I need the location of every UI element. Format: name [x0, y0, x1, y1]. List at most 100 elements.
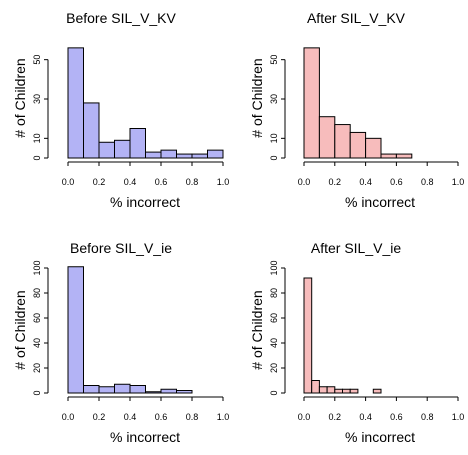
histogram-bar — [334, 124, 351, 159]
histogram-bar — [365, 137, 382, 159]
panel-after-sil-v-kv: After SIL_V_KV # of Children % incorrect… — [249, 10, 464, 210]
y-tick-label: 30 — [32, 94, 42, 104]
y-tick-label: 100 — [32, 260, 42, 275]
x-tick-label: 1.0 — [452, 412, 465, 422]
panel-before-sil-v-kv: Before SIL_V_KV # of Children % incorrec… — [12, 10, 229, 210]
bars — [303, 277, 382, 394]
x-tick-label: 1.0 — [217, 177, 230, 187]
x-axis: 0.0 0.2 0.4 0.6 0.8 1.0 — [298, 161, 465, 187]
histogram-bar — [83, 385, 100, 394]
y-axis-label: # of Children — [12, 290, 28, 369]
y-axis: 0 20 40 60 80 100 — [269, 260, 286, 396]
x-tick-label: 0.2 — [329, 412, 342, 422]
histogram-bar — [191, 153, 208, 159]
y-axis-label: # of Children — [249, 58, 265, 137]
y-tick-label: 20 — [32, 363, 42, 373]
y-tick-label: 40 — [269, 338, 279, 348]
histogram-bar — [326, 386, 336, 394]
histogram-bar — [114, 139, 131, 159]
y-tick-label: 20 — [269, 363, 279, 373]
x-tick-label: 0.0 — [62, 412, 75, 422]
x-tick-label: 0.6 — [390, 412, 403, 422]
histogram-bar — [207, 149, 224, 159]
y-tick-label: 80 — [269, 288, 279, 298]
x-tick-label: 0.6 — [155, 177, 168, 187]
x-tick-label: 0.8 — [186, 177, 199, 187]
histogram-bar — [98, 141, 115, 159]
histogram-bar — [395, 153, 413, 159]
x-tick-label: 0.6 — [155, 412, 168, 422]
chart-title: After SIL_V_ie — [311, 240, 401, 256]
y-tick-label: 50 — [269, 55, 279, 65]
y-tick-label: 10 — [269, 133, 279, 143]
x-tick-label: 0.6 — [390, 177, 403, 187]
histogram-bar — [129, 385, 146, 394]
y-tick-label: 0 — [32, 155, 42, 160]
histogram-bar — [98, 386, 115, 394]
x-tick-label: 1.0 — [452, 177, 465, 187]
histogram-bar — [145, 391, 162, 394]
histogram-bar — [318, 116, 336, 159]
y-axis: 0 10 30 50 — [32, 55, 49, 161]
x-tick-label: 0.8 — [421, 177, 434, 187]
x-tick-label: 1.0 — [217, 412, 230, 422]
y-tick-label: 0 — [32, 390, 42, 395]
x-axis: 0.0 0.2 0.4 0.6 0.8 1.0 — [62, 161, 230, 187]
x-tick-label: 0.4 — [124, 412, 137, 422]
histogram-bar — [334, 388, 343, 394]
histogram-bar — [349, 388, 359, 394]
x-tick-label: 0.0 — [62, 177, 75, 187]
y-tick-label: 0 — [269, 155, 279, 160]
histogram-bar — [380, 153, 397, 159]
y-tick-label: 50 — [32, 55, 42, 65]
y-tick-label: 60 — [269, 313, 279, 323]
histogram-bar — [318, 386, 328, 394]
histogram-bar — [145, 151, 162, 159]
y-axis: 0 20 40 60 80 100 — [32, 260, 49, 396]
histogram-bar — [342, 388, 351, 394]
histogram-bar — [129, 128, 146, 159]
y-tick-label: 0 — [269, 390, 279, 395]
histogram-bar — [311, 380, 320, 394]
x-tick-label: 0.2 — [93, 177, 106, 187]
y-tick-label: 80 — [32, 288, 42, 298]
y-tick-label: 30 — [269, 94, 279, 104]
x-tick-label: 0.0 — [298, 177, 311, 187]
histogram-bar — [349, 131, 367, 159]
x-tick-label: 0.4 — [124, 177, 137, 187]
chart-title: After SIL_V_KV — [307, 10, 406, 26]
histogram-bar — [160, 149, 177, 159]
x-axis-label: % incorrect — [110, 429, 180, 445]
x-tick-label: 0.0 — [298, 412, 311, 422]
chart-title: Before SIL_V_KV — [66, 10, 176, 26]
histogram-bar — [176, 153, 193, 159]
histogram-bar — [67, 47, 84, 159]
chart-title: Before SIL_V_ie — [70, 240, 172, 256]
x-axis-label: % incorrect — [345, 194, 415, 210]
y-tick-label: 40 — [32, 338, 42, 348]
y-tick-label: 60 — [32, 313, 42, 323]
histogram-bar — [372, 388, 382, 394]
x-tick-label: 0.4 — [359, 177, 372, 187]
bars — [303, 47, 413, 159]
bars — [67, 266, 193, 394]
x-axis: 0.0 0.2 0.4 0.6 0.8 1.0 — [298, 396, 465, 422]
bars — [67, 47, 224, 159]
histogram-bar — [67, 266, 84, 394]
x-tick-label: 0.4 — [359, 412, 372, 422]
x-axis: 0.0 0.2 0.4 0.6 0.8 1.0 — [62, 396, 230, 422]
y-axis-label: # of Children — [12, 58, 28, 137]
panel-after-sil-v-ie: After SIL_V_ie # of Children % incorrect… — [249, 240, 464, 445]
panel-before-sil-v-ie: Before SIL_V_ie # of Children % incorrec… — [12, 240, 229, 445]
x-tick-label: 0.2 — [93, 412, 106, 422]
histogram-bar — [176, 390, 193, 394]
y-tick-label: 10 — [32, 133, 42, 143]
histogram-bar — [303, 277, 313, 394]
histogram-bar — [114, 383, 131, 394]
histogram-bar — [303, 47, 320, 159]
x-tick-label: 0.2 — [329, 177, 342, 187]
x-axis-label: % incorrect — [110, 194, 180, 210]
y-tick-label: 100 — [269, 260, 279, 275]
